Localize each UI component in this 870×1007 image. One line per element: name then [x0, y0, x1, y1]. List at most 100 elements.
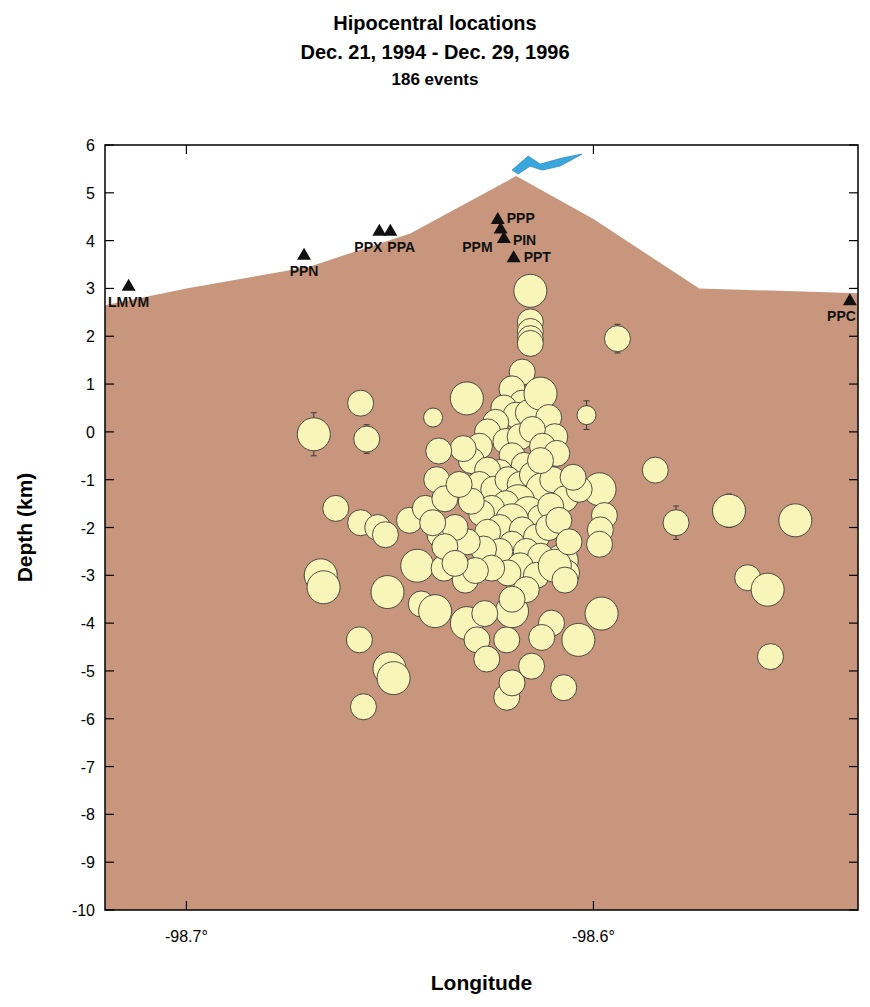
y-tick: [105, 814, 114, 815]
hypocenter: [528, 448, 554, 474]
annotation: 186 events: [392, 70, 479, 89]
y-tick: [849, 527, 858, 528]
hypocenter: [519, 653, 545, 679]
plot-area: [105, 154, 858, 910]
hypocenter: [323, 495, 349, 521]
y-tick: [849, 240, 858, 241]
hypocenter: [377, 662, 410, 695]
station: [843, 293, 857, 305]
hypocenter: [757, 644, 783, 670]
station: [297, 248, 311, 260]
station-label: PPX: [354, 239, 383, 255]
station: [383, 224, 397, 236]
station-label: PPC: [827, 308, 856, 324]
y-tick: [105, 336, 114, 337]
y-tick: [105, 479, 114, 480]
hypocenter: [472, 601, 498, 627]
y-tick-label: 5: [86, 185, 95, 202]
x-tick: [593, 901, 594, 910]
hypocenter: [346, 627, 372, 653]
hypocenter: [420, 510, 446, 536]
y-tick: [849, 909, 858, 910]
y-tick: [849, 575, 858, 576]
hypocenter: [642, 457, 668, 483]
hypocenter: [779, 504, 812, 537]
y-tick: [105, 288, 114, 289]
hypocenter: [419, 595, 452, 628]
subtitle: Dec. 21, 1994 - Dec. 29, 1996: [300, 41, 569, 63]
y-tick-label: -10: [72, 902, 95, 919]
y-tick: [849, 192, 858, 193]
hypocenter: [372, 522, 398, 548]
topography: [105, 176, 858, 910]
y-tick: [849, 336, 858, 337]
hypocenter: [494, 627, 520, 653]
y-tick: [849, 479, 858, 480]
station-label: PPT: [524, 249, 552, 265]
hypocenter: [587, 531, 613, 557]
station-label: PPN: [290, 263, 319, 279]
station: [372, 224, 386, 236]
y-tick-label: -6: [81, 711, 95, 728]
x-tick-label: -98.6°: [572, 928, 615, 945]
station-label: PPP: [507, 210, 535, 226]
y-tick: [849, 862, 858, 863]
summit-plume: [512, 154, 582, 174]
hypocenter: [450, 436, 476, 462]
hypocenter: [585, 597, 618, 630]
station: [497, 231, 511, 243]
x-tick: [186, 901, 187, 910]
y-tick-label: -4: [81, 615, 95, 632]
y-tick: [105, 718, 114, 719]
hypocenter: [474, 646, 500, 672]
y-tick: [105, 383, 114, 384]
hypocenter: [499, 586, 525, 612]
plot-frame: [105, 145, 858, 910]
hypocenter: [401, 549, 434, 582]
station-label: PIN: [513, 232, 536, 248]
y-tick-label: -9: [81, 854, 95, 871]
hypocenter: [514, 274, 547, 307]
y-tick-label: -5: [81, 663, 95, 680]
y-tick: [849, 670, 858, 671]
hypocenter: [712, 494, 745, 527]
y-tick: [849, 718, 858, 719]
hypocenter: [604, 326, 630, 352]
y-tick-label: 3: [86, 280, 95, 297]
y-tick: [105, 670, 114, 671]
hypocenter: [560, 464, 586, 490]
y-axis-title: Depth (km): [13, 473, 36, 583]
y-tick: [849, 814, 858, 815]
y-tick-label: -1: [81, 472, 95, 489]
station: [122, 279, 136, 291]
hypocenter: [446, 471, 472, 497]
y-tick: [849, 623, 858, 624]
x-tick: [593, 145, 594, 154]
y-tick-label: 2: [86, 328, 95, 345]
x-tick: [186, 145, 187, 154]
hypocenter: [577, 406, 596, 425]
hypocenter: [450, 382, 483, 415]
y-tick: [849, 383, 858, 384]
station: [494, 221, 508, 233]
y-tick-label: -8: [81, 806, 95, 823]
hypocenter: [663, 510, 689, 536]
y-tick: [105, 192, 114, 193]
hypocenter: [529, 624, 555, 650]
hypocenter: [307, 571, 340, 604]
hypocenter: [350, 694, 376, 720]
hypocenter: [354, 426, 380, 452]
hypocenter: [552, 567, 578, 593]
hypocenter: [297, 418, 330, 451]
hypocenter: [371, 576, 404, 609]
y-tick: [849, 288, 858, 289]
hypocenter: [556, 529, 582, 555]
x-tick-label: -98.7°: [165, 928, 208, 945]
y-tick: [849, 144, 858, 145]
y-tick: [849, 766, 858, 767]
station-label: PPM: [462, 239, 492, 255]
y-tick-label: -3: [81, 567, 95, 584]
x-axis-title: Longitude: [431, 971, 532, 994]
station: [507, 250, 521, 262]
hypocenter: [562, 623, 595, 656]
